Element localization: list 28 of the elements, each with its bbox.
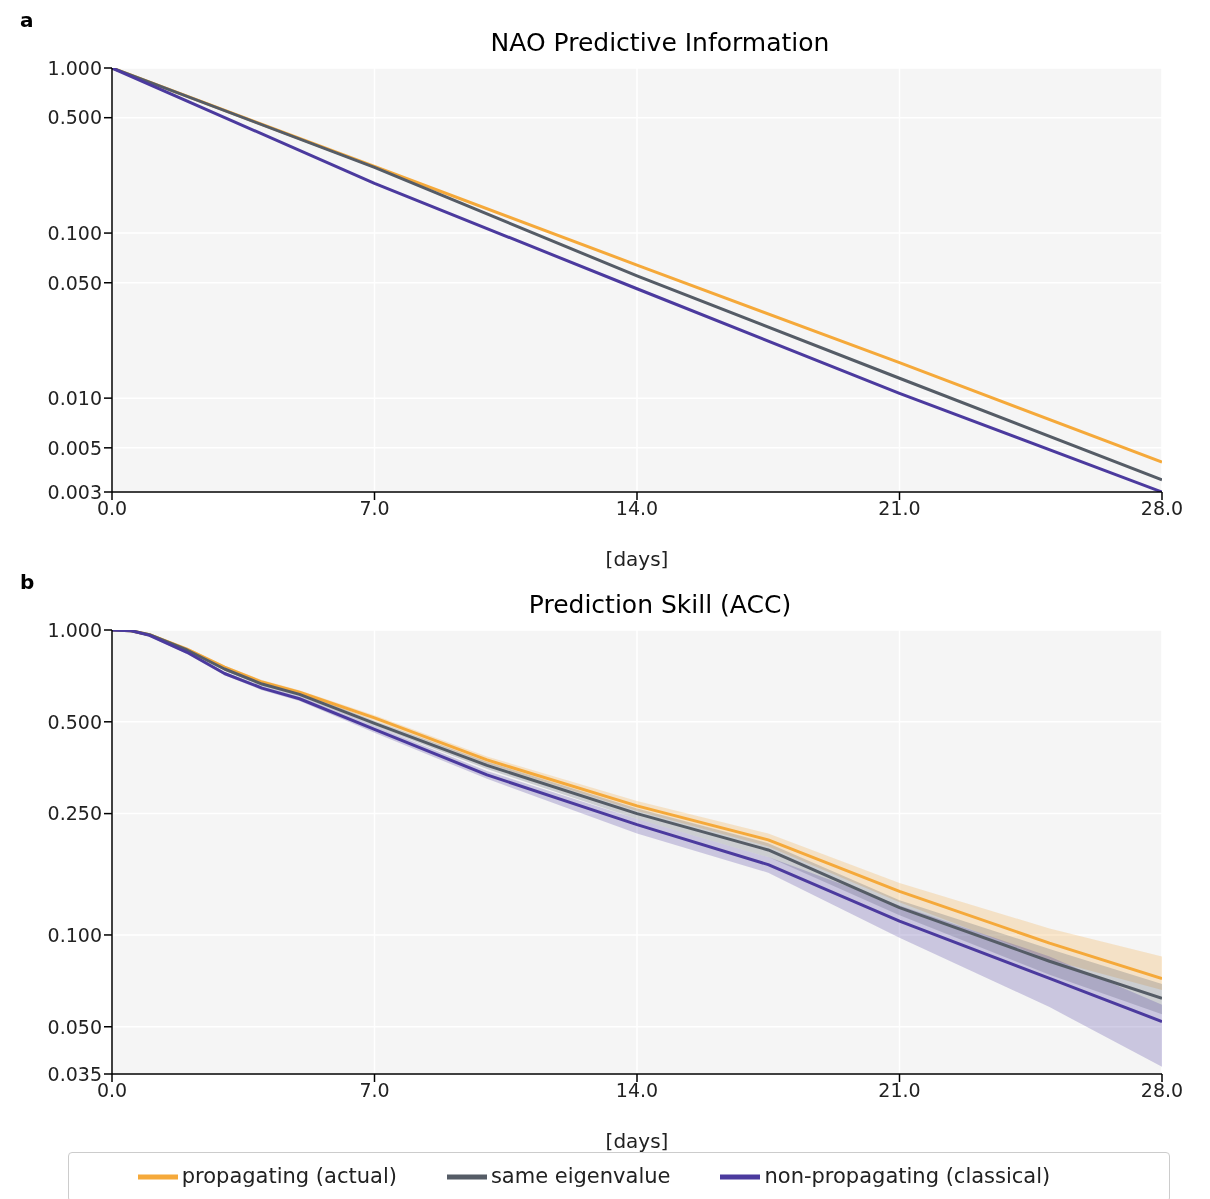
text: b xyxy=(20,570,35,594)
x-axis-title: [days] xyxy=(605,547,669,571)
x-tick-label: 7.0 xyxy=(359,1079,390,1102)
y-tick-label: 0.100 xyxy=(47,221,102,244)
y-tick-label: 0.500 xyxy=(47,710,102,733)
y-tick-label: 0.005 xyxy=(47,436,102,459)
chart-title: Prediction Skill (ACC) xyxy=(528,590,792,619)
x-tick-label: 28.0 xyxy=(1140,497,1184,520)
x-tick-label: 14.0 xyxy=(615,1079,659,1102)
x-tick-label: 14.0 xyxy=(615,497,659,520)
y-tick-label: 0.050 xyxy=(47,271,102,294)
y-tick-label: 1.000 xyxy=(47,56,102,79)
legend-label: propagating (actual) xyxy=(181,1164,397,1188)
legend-label: non-propagating (classical) xyxy=(764,1164,1051,1188)
x-tick-label: 7.0 xyxy=(359,497,390,520)
y-tick-label: 0.250 xyxy=(47,802,102,825)
legend-label: same eigenvalue xyxy=(490,1164,671,1188)
chart-title: NAO Predictive Information xyxy=(490,28,830,57)
x-tick-label: 21.0 xyxy=(878,1079,921,1102)
y-tick-label: 0.100 xyxy=(47,923,102,946)
y-tick-label: 0.050 xyxy=(47,1015,102,1038)
text: a xyxy=(20,8,34,32)
x-tick-label: 21.0 xyxy=(878,497,921,520)
y-tick-label: 1.000 xyxy=(47,618,102,641)
x-axis-title: [days] xyxy=(605,1129,669,1153)
x-tick-label: 28.0 xyxy=(1140,1079,1184,1102)
y-tick-label: 0.010 xyxy=(47,386,102,409)
y-tick-label: 0.500 xyxy=(47,106,102,129)
